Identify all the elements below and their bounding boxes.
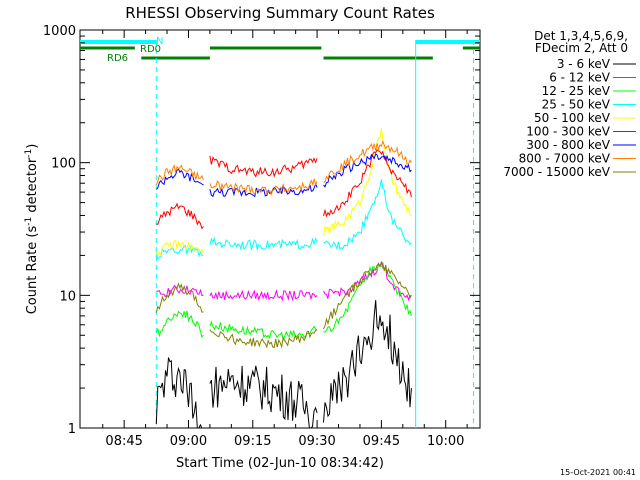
y-tick-label-1: 10 [59, 289, 76, 304]
y-tick-label-3: 1000 [43, 24, 76, 39]
status-bars [80, 40, 480, 60]
y-axis-label-main: Count Rate (s [25, 226, 40, 315]
x-tick-label-5: 10:00 [427, 434, 464, 449]
series-line-7-seg-2 [323, 140, 412, 183]
series-line-3-seg-2 [323, 179, 412, 251]
series-line-3-seg-1 [209, 236, 318, 252]
legend-label-8: 7000 - 15000 keV [503, 165, 610, 179]
series-line-1-seg-2 [323, 260, 412, 302]
x-axis-label: Start Time (02-Jun-10 08:34:42) [176, 456, 384, 471]
series-line-0-seg-2 [323, 300, 412, 423]
series-line-8-seg-0 [155, 282, 204, 313]
series-line-6-seg-0 [155, 168, 204, 190]
y-axis-ticks: 1 10 100 1000 [43, 24, 480, 437]
series-line-0-seg-1 [209, 365, 318, 429]
y-axis-label-sup1: -1 [24, 217, 34, 226]
annotation-rd6: RD6 [107, 53, 128, 64]
series-line-4-seg-1 [323, 128, 412, 237]
x-tick-label-3: 09:30 [298, 434, 335, 449]
x-tick-label-0: 08:45 [105, 434, 142, 449]
vertical-markers [155, 40, 475, 428]
series-line-2-seg-0 [155, 310, 204, 338]
series-line-2-seg-2 [323, 264, 412, 333]
series-line-3-seg-0 [155, 245, 204, 261]
legend-label-6: 300 - 800 keV [526, 138, 610, 152]
x-axis-ticks: 08:45 09:00 09:15 09:30 09:45 10:00 [102, 30, 468, 449]
y-axis-label-sup2: -1 [24, 149, 34, 158]
y-axis-label: Count Rate (s-1 detector-1) [24, 144, 40, 315]
legend-label-0: 3 - 6 keV [557, 57, 611, 71]
series-line-6-seg-1 [209, 182, 318, 198]
series-line-6-seg-2 [323, 153, 412, 188]
series-line-7-seg-0 [155, 163, 204, 186]
footer-stamp: 15-Oct-2021 00:41 [560, 468, 636, 477]
y-tick-label-2: 100 [51, 157, 76, 172]
series-line-5-seg-0 [156, 202, 204, 230]
legend-label-4: 50 - 100 keV [534, 111, 611, 125]
series-lines [155, 128, 412, 429]
series-line-4-seg-0 [155, 240, 204, 257]
annotation-rd0: RD0 [140, 44, 161, 55]
y-axis-label-end: ) [25, 144, 40, 149]
legend-label-2: 12 - 25 keV [542, 84, 611, 98]
x-tick-label-1: 09:00 [170, 434, 207, 449]
series-line-7-seg-1 [209, 178, 318, 196]
series-line-1-seg-1 [209, 288, 318, 302]
series-line-1-seg-0 [156, 284, 204, 298]
legend-header-2: FDecim 2, Att 0 [535, 41, 628, 55]
x-tick-label-2: 09:15 [234, 434, 271, 449]
annotation-n: N [156, 36, 163, 47]
series-line-5-seg-2 [323, 149, 412, 218]
plot-frame [79, 29, 481, 429]
series-line-8-seg-2 [323, 261, 412, 330]
series-line-8-seg-1 [209, 329, 318, 349]
legend-label-3: 25 - 50 keV [542, 98, 611, 112]
series-line-2-seg-1 [209, 320, 318, 342]
y-tick-label-0: 1 [68, 422, 76, 437]
series-line-5-seg-1 [209, 155, 318, 178]
series-line-0-seg-0 [155, 357, 204, 429]
legend-label-7: 800 - 7000 keV [519, 152, 611, 166]
legend-header-1: Det 1,3,4,5,6,9, [534, 29, 628, 43]
y-axis-label-mid: detector [25, 157, 40, 217]
legend: Det 1,3,4,5,6,9, FDecim 2, Att 0 3 - 6 k… [503, 29, 636, 179]
legend-label-1: 6 - 12 keV [549, 71, 611, 85]
legend-label-5: 100 - 300 keV [526, 125, 610, 139]
chart-title: RHESSI Observing Summary Count Rates [125, 4, 435, 22]
x-tick-label-4: 09:45 [363, 434, 400, 449]
